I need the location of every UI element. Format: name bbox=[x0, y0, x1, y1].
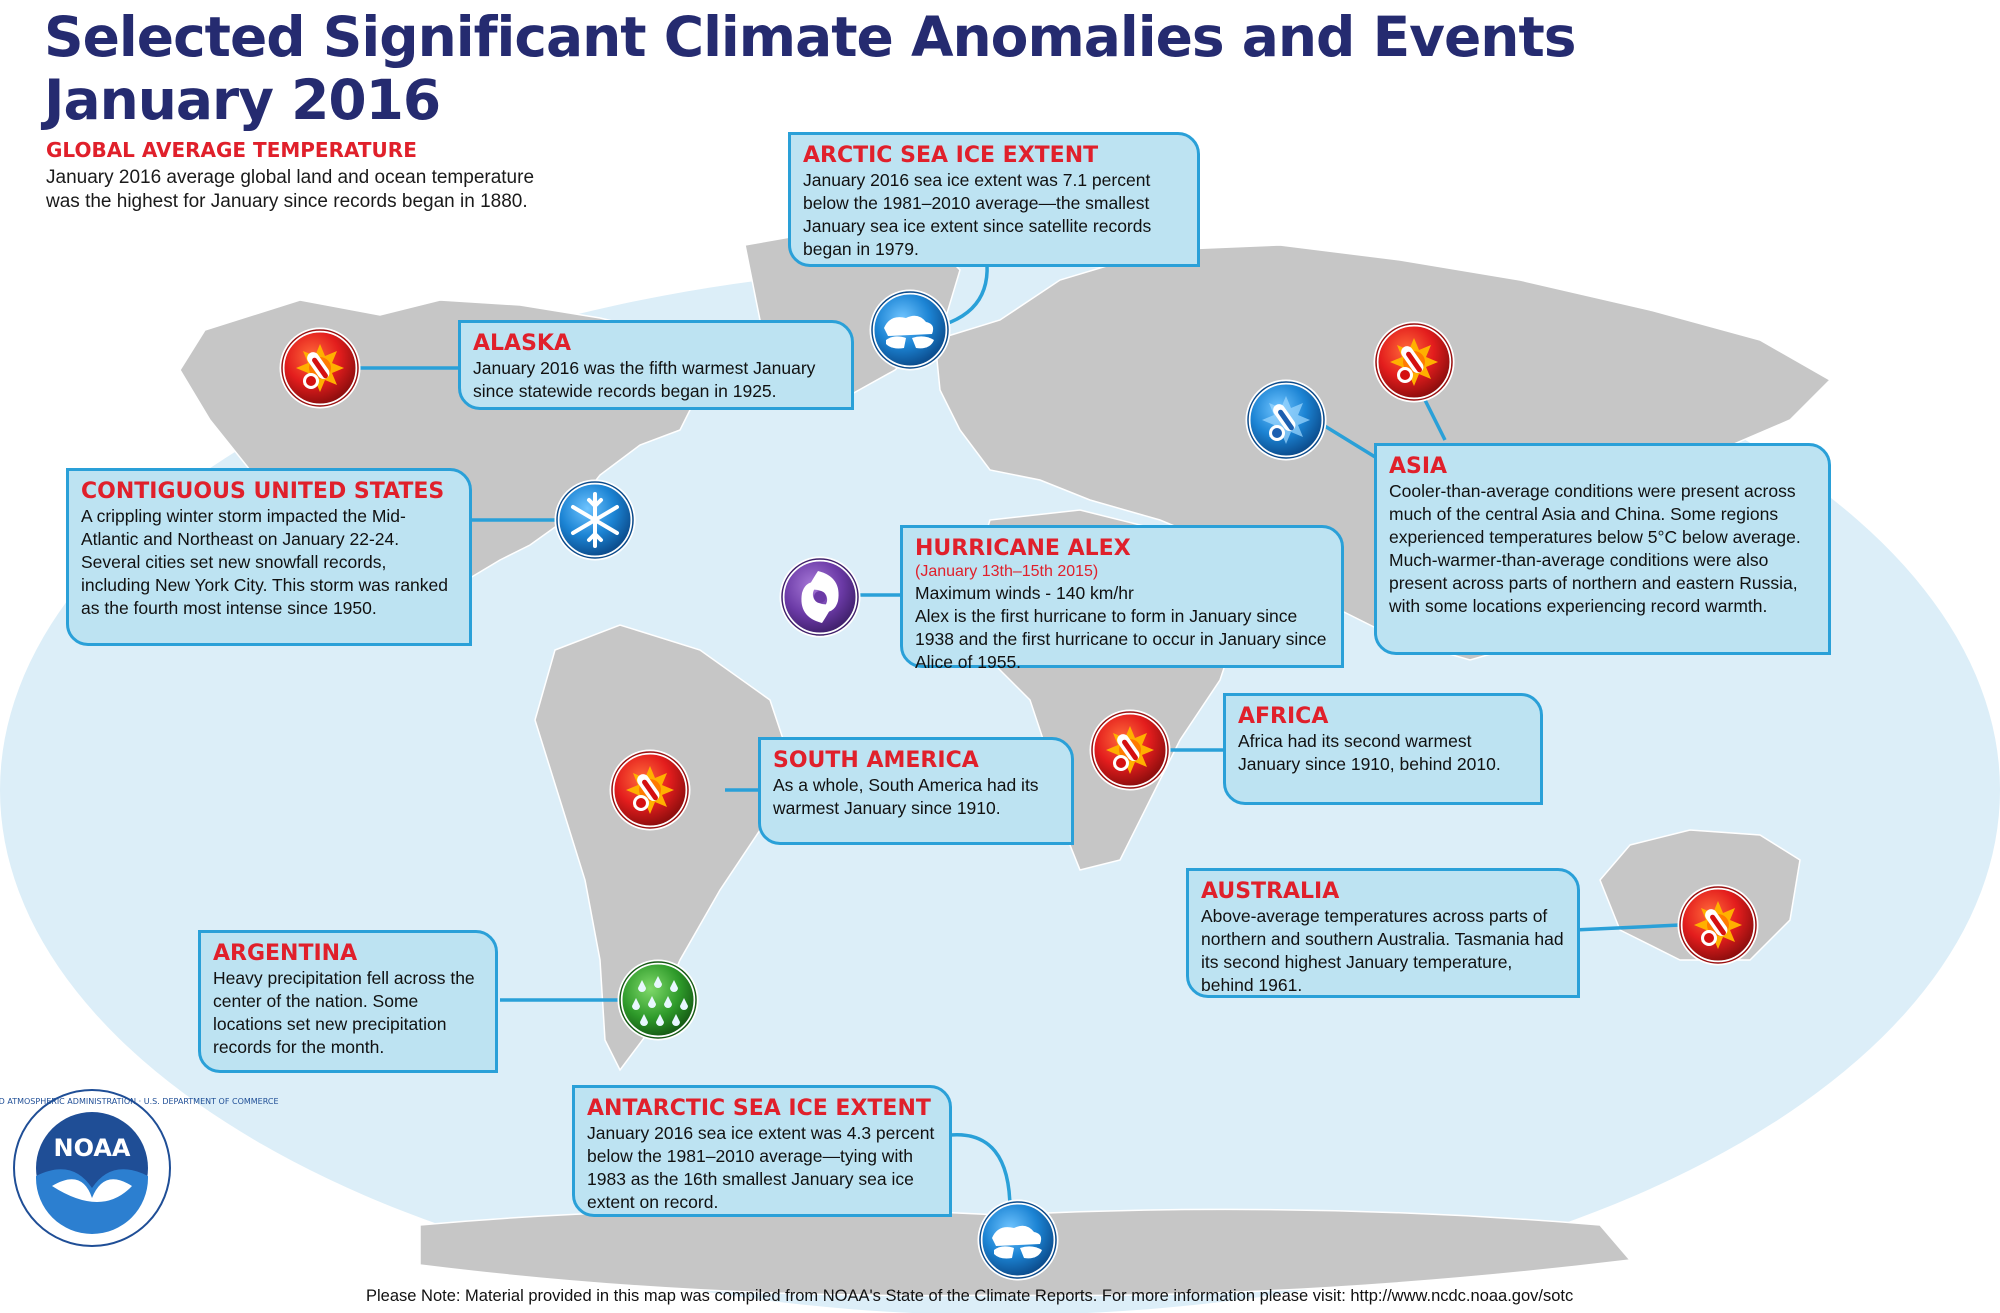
asia-text: Cooler-than-average conditions were pres… bbox=[1389, 481, 1801, 616]
alaska-title: ALASKA bbox=[473, 331, 571, 356]
antarctic-sea-ice-icon bbox=[980, 1202, 1056, 1278]
arctic-sea-ice-icon bbox=[872, 292, 948, 368]
africa-box: AFRICA Africa had its second warmest Jan… bbox=[1223, 693, 1543, 805]
arctic-sea-ice-box: ARCTIC SEA ICE EXTENT January 2016 sea i… bbox=[788, 132, 1200, 267]
australia-warm-thermometer-icon bbox=[1680, 887, 1756, 963]
title-line-1: Selected Significant Climate Anomalies a… bbox=[44, 5, 1576, 69]
africa-warm-thermometer-icon bbox=[1092, 712, 1168, 788]
africa-text: Africa had its second warmest January si… bbox=[1238, 731, 1501, 774]
alaska-warm-thermometer-icon bbox=[282, 330, 358, 406]
noaa-logo-text: NOAA bbox=[54, 1134, 131, 1162]
contiguous-us-box: CONTIGUOUS UNITED STATES A crippling win… bbox=[66, 468, 472, 646]
asia-cold-thermometer-icon bbox=[1248, 382, 1324, 458]
global-temp-text: January 2016 average global land and oce… bbox=[46, 167, 535, 212]
hurricane-alex-text: Alex is the first hurricane to form in J… bbox=[915, 606, 1327, 672]
south-america-box: SOUTH AMERICA As a whole, South America … bbox=[758, 737, 1074, 845]
callout-connectors bbox=[360, 263, 1681, 1211]
south-america-warm-thermometer-icon bbox=[612, 752, 688, 828]
hurricane-icon bbox=[779, 556, 861, 638]
hurricane-alex-box: HURRICANE ALEX (January 13th–15th 2015) … bbox=[900, 525, 1344, 672]
contiguous-us-text: A crippling winter storm impacted the Mi… bbox=[81, 506, 449, 618]
alaska-box: ALASKA January 2016 was the fifth warmes… bbox=[458, 320, 854, 410]
snowflake-icon bbox=[554, 479, 636, 561]
australia-box: AUSTRALIA Above-average temperatures acr… bbox=[1186, 868, 1580, 998]
noaa-logo-ring-text: NATIONAL OCEANIC AND ATMOSPHERIC ADMINIS… bbox=[0, 1097, 279, 1106]
page-title: Selected Significant Climate Anomalies a… bbox=[44, 5, 1576, 132]
south-america-text: As a whole, South America had its warmes… bbox=[773, 775, 1039, 818]
hurricane-alex-winds: Maximum winds - 140 km/hr bbox=[915, 583, 1134, 603]
argentina-title: ARGENTINA bbox=[213, 941, 358, 966]
argentina-box: ARGENTINA Heavy precipitation fell acros… bbox=[198, 930, 498, 1073]
global-temp-heading: GLOBAL AVERAGE TEMPERATURE bbox=[46, 138, 417, 162]
antarctic-sea-ice-box: ANTARCTIC SEA ICE EXTENT January 2016 se… bbox=[572, 1085, 952, 1217]
antarctic-text: January 2016 sea ice extent was 4.3 perc… bbox=[587, 1123, 935, 1212]
asia-warm-thermometer-icon bbox=[1376, 324, 1452, 400]
asia-title: ASIA bbox=[1389, 454, 1448, 479]
australia-title: AUSTRALIA bbox=[1201, 879, 1340, 904]
arctic-text: January 2016 sea ice extent was 7.1 perc… bbox=[803, 170, 1152, 259]
antarctic-title: ANTARCTIC SEA ICE EXTENT bbox=[587, 1096, 931, 1121]
argentina-text: Heavy precipitation fell across the cent… bbox=[213, 968, 475, 1057]
africa-title: AFRICA bbox=[1238, 704, 1329, 729]
arctic-title: ARCTIC SEA ICE EXTENT bbox=[803, 143, 1099, 168]
rain-icon bbox=[617, 959, 699, 1041]
footer-note: Please Note: Material provided in this m… bbox=[366, 1287, 1574, 1305]
title-line-2: January 2016 bbox=[44, 68, 441, 132]
asia-box: ASIA Cooler-than-average conditions were… bbox=[1374, 443, 1831, 655]
noaa-logo: NOAA NATIONAL OCEANIC AND ATMOSPHERIC AD… bbox=[0, 1089, 279, 1247]
hurricane-alex-dates: (January 13th–15th 2015) bbox=[915, 563, 1099, 580]
hurricane-alex-title: HURRICANE ALEX bbox=[915, 536, 1131, 561]
contiguous-us-title: CONTIGUOUS UNITED STATES bbox=[81, 479, 445, 504]
australia-text: Above-average temperatures across parts … bbox=[1201, 906, 1564, 995]
south-america-title: SOUTH AMERICA bbox=[773, 748, 979, 773]
alaska-text: January 2016 was the fifth warmest Janua… bbox=[473, 358, 816, 401]
